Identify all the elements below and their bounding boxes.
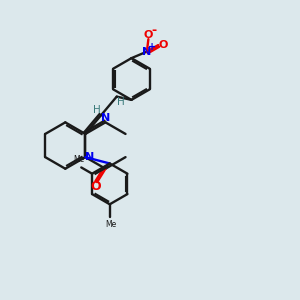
Text: H: H [117, 97, 125, 106]
Text: N: N [85, 152, 94, 162]
Text: O: O [158, 40, 168, 50]
Text: O: O [144, 30, 153, 40]
Text: H: H [93, 105, 101, 116]
Text: -: - [152, 24, 157, 37]
Text: +: + [148, 42, 156, 52]
Text: O: O [90, 180, 101, 193]
Text: Me: Me [73, 155, 85, 164]
Text: N: N [101, 113, 110, 123]
Text: N: N [142, 46, 152, 57]
Text: Me: Me [106, 220, 117, 229]
